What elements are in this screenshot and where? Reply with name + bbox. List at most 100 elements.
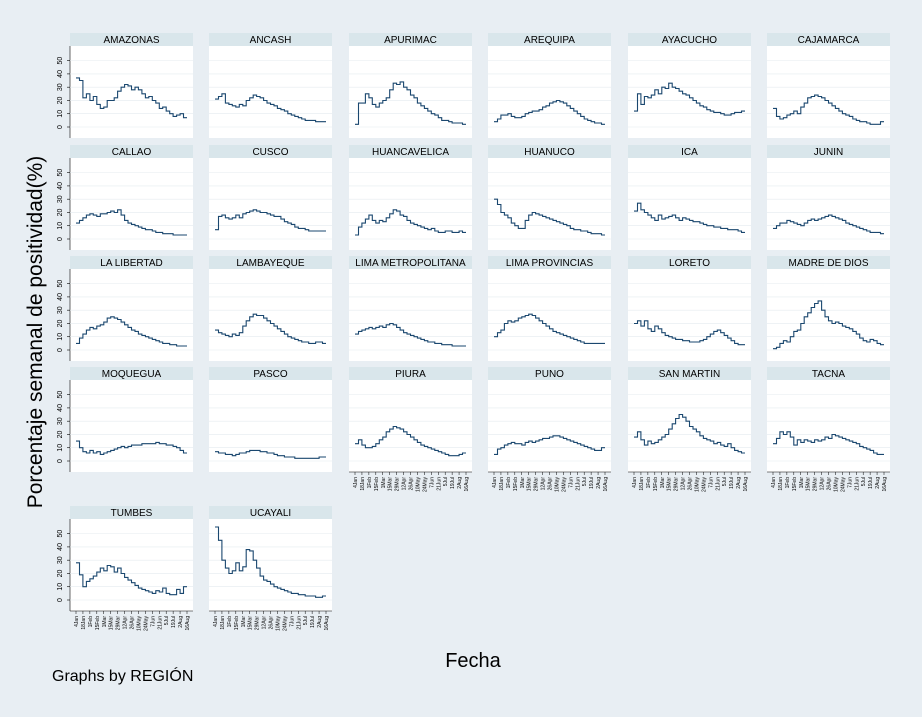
panel-plot-area	[349, 158, 472, 250]
x-tick-label: 21Jun	[296, 616, 302, 630]
series-line	[215, 313, 326, 344]
panel-plot-area	[209, 46, 332, 138]
panel-apurimac: APURIMAC	[349, 33, 472, 138]
x-tick-label: 29Mar	[674, 477, 680, 492]
x-tick-label: 7Jun	[568, 477, 574, 488]
x-tick-label: 19Jul	[868, 477, 874, 489]
x-tick-label: 18Jan	[360, 477, 366, 491]
x-tick-label: 19Jul	[450, 477, 456, 489]
series-line	[215, 93, 326, 123]
y-tick-label: 20	[57, 430, 64, 438]
series-line	[76, 316, 187, 347]
x-tick-label: 4Jan	[74, 616, 80, 627]
x-axis-label: Fecha	[445, 650, 501, 672]
panel-title: ICA	[681, 147, 698, 158]
panel-title: UCAYALI	[250, 508, 291, 519]
x-tick-label: 7Jun	[289, 616, 295, 627]
x-tick-label: 1Feb	[367, 477, 373, 489]
y-tick-label: 20	[57, 569, 64, 577]
panel-cajamarca: CAJAMARCA	[767, 33, 890, 138]
x-tick-label: 29Mar	[116, 616, 122, 631]
panel-header	[767, 33, 890, 46]
panel-header	[488, 367, 611, 380]
x-tick-label: 21Jun	[854, 477, 860, 491]
series-line	[634, 82, 745, 116]
graphs-by-note: Graphs by REGIÓN	[52, 668, 194, 685]
x-tick-label: 21Jun	[436, 477, 442, 491]
panel-plot-area	[70, 380, 193, 472]
panel-junin: JUNIN	[767, 145, 890, 250]
x-tick-label: 16Aug	[464, 477, 470, 492]
x-tick-label: 2Aug	[875, 477, 881, 489]
x-tick-label: 10May	[694, 477, 700, 493]
panel-title: JUNIN	[814, 147, 843, 158]
panel-header	[488, 33, 611, 46]
panel-title: LIMA METROPOLITANA	[355, 258, 466, 269]
panel-plot-area	[767, 158, 890, 250]
x-tick-label: 2Aug	[736, 477, 742, 489]
x-tick-label: 15Feb	[513, 477, 519, 491]
panel-title: LORETO	[669, 258, 710, 269]
x-tick-label: 24May	[840, 477, 846, 493]
x-tick-label: 5Jul	[443, 477, 449, 486]
panel-header	[209, 367, 332, 380]
panel-title: MOQUEGUA	[102, 369, 162, 380]
panel-ancash: ANCASH	[209, 33, 332, 138]
panel-puno: PUNO 4Jan 18Jan 1Feb 15Feb 1Mar 15Mar 29Mar 12Ap…	[488, 367, 611, 492]
panel-title: TACNA	[812, 369, 845, 380]
panel-header	[70, 256, 193, 269]
series-line	[355, 209, 466, 236]
x-tick-label: 5Jul	[582, 477, 588, 486]
x-tick-label: 18Jan	[81, 616, 87, 630]
panel-title: PASCO	[253, 369, 287, 380]
x-tick-label: 16Aug	[324, 616, 330, 631]
panel-title: LA LIBERTAD	[100, 258, 162, 269]
series-line	[494, 198, 605, 236]
panel-callao: CALLAO 0 10 20 30 40 50	[57, 145, 193, 250]
panel-header	[767, 145, 890, 158]
series-line	[773, 94, 884, 125]
panel-header	[349, 256, 472, 269]
x-tick-label: 1Mar	[660, 477, 666, 489]
y-tick-label: 50	[57, 530, 64, 538]
panel-pasco: PASCO	[209, 367, 332, 472]
series-line	[634, 320, 745, 346]
x-tick-label: 15Feb	[374, 477, 380, 491]
panel-header	[70, 33, 193, 46]
x-tick-label: 1Mar	[520, 477, 526, 489]
x-tick-label: 24May	[282, 616, 288, 632]
y-tick-label: 0	[57, 459, 64, 463]
panel-amazonas: AMAZONAS 0 10 20 30 40 50	[57, 33, 193, 138]
x-tick-label: 26Apr	[688, 477, 694, 491]
x-tick-label: 15Feb	[95, 616, 101, 630]
panel-header	[488, 145, 611, 158]
panel-plot-area	[70, 158, 193, 250]
x-tick-label: 12Apr	[820, 477, 826, 491]
panel-title: HUANUCO	[524, 147, 575, 158]
panel-title: CALLAO	[112, 147, 152, 158]
panel-piura: PIURA 4Jan 18Jan 1Feb 15Feb 1Mar 15Mar 29Mar 12A…	[349, 367, 472, 492]
panel-plot-area	[70, 46, 193, 138]
x-tick-label: 21Jun	[575, 477, 581, 491]
x-tick-label: 15Mar	[388, 477, 394, 492]
x-tick-label: 24May	[422, 477, 428, 493]
panel-madre-de-dios: MADRE DE DIOS	[767, 256, 890, 361]
panel-title: LIMA PROVINCIAS	[506, 258, 594, 269]
panel-plot-area	[70, 269, 193, 361]
x-tick-label: 16Aug	[743, 477, 749, 492]
panel-huanuco: HUANUCO	[488, 145, 611, 250]
panel-plot-area	[767, 269, 890, 361]
panel-tacna: TACNA 4Jan 18Jan 1Feb 15Feb 1Mar 15Mar 29Mar 12A…	[767, 367, 890, 492]
panel-header	[628, 256, 751, 269]
panel-title: TUMBES	[111, 508, 153, 519]
panel-title: LAMBAYEQUE	[236, 258, 304, 269]
x-tick-label: 16Aug	[603, 477, 609, 492]
y-tick-label: 10	[57, 222, 64, 230]
x-tick-label: 15Mar	[109, 616, 115, 631]
panel-ayacucho: AYACUCHO	[628, 33, 751, 138]
series-line	[76, 562, 187, 596]
panel-title: SAN MARTIN	[659, 369, 721, 380]
x-tick-label: 1Feb	[227, 616, 233, 628]
x-tick-label: 19Jul	[310, 616, 316, 628]
